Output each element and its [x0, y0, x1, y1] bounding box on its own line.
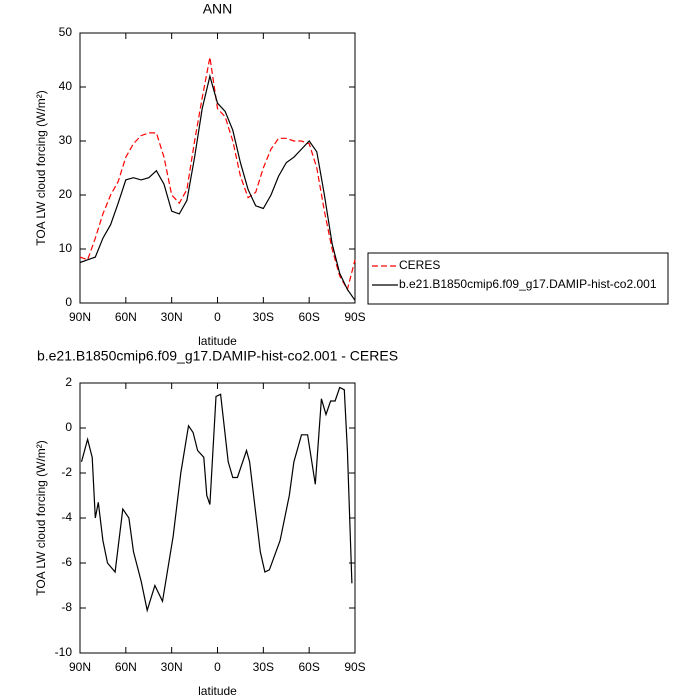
x-tick-label: 30S [253, 310, 274, 324]
x-tick-label: 30S [253, 660, 274, 674]
y-tick-label: 40 [59, 79, 73, 93]
data-line [80, 386, 353, 613]
x-tick-label: 90S [344, 310, 365, 324]
legend-label: b.e21.B1850cmip6.f09_g17.DAMIP-hist-co2.… [399, 277, 657, 291]
y-tick-label: -2 [61, 465, 72, 479]
data-line [79, 57, 356, 292]
legend-box [367, 252, 669, 305]
x-tick-label: 90N [69, 660, 91, 674]
data-line [79, 73, 356, 301]
chart-title: ANN [203, 1, 233, 17]
x-tick-label: 60S [298, 660, 319, 674]
y-tick-label: 0 [65, 420, 72, 434]
y-tick-label: 20 [59, 187, 73, 201]
x-tick-label: 60N [115, 310, 137, 324]
x-tick-label: 0 [214, 660, 221, 674]
x-tick-label: 30N [161, 310, 183, 324]
plot-frame [79, 32, 356, 304]
y-tick-label: 0 [65, 295, 72, 309]
y-tick-label: 10 [59, 241, 73, 255]
y-axis-label: TOA LW cloud forcing (W/m²) [34, 440, 48, 596]
y-tick-label: 50 [59, 25, 73, 39]
x-tick-label: 90S [344, 660, 365, 674]
y-tick-label: -4 [61, 510, 72, 524]
x-tick-label: 30N [161, 660, 183, 674]
y-axis-label: TOA LW cloud forcing (W/m²) [34, 90, 48, 246]
chart-title: b.e21.B1850cmip6.f09_g17.DAMIP-hist-co2.… [37, 348, 398, 364]
x-axis-label: latitude [198, 334, 237, 348]
y-tick-label: 30 [59, 133, 73, 147]
y-tick-label: -6 [61, 555, 72, 569]
x-tick-label: 90N [69, 310, 91, 324]
y-tick-label: 2 [65, 375, 72, 389]
x-axis-label: latitude [198, 684, 237, 698]
y-tick-label: -10 [55, 645, 73, 659]
x-tick-label: 60S [298, 310, 319, 324]
y-tick-label: -8 [61, 600, 72, 614]
x-tick-label: 0 [214, 310, 221, 324]
x-tick-label: 60N [115, 660, 137, 674]
legend-label: CERES [399, 258, 440, 272]
